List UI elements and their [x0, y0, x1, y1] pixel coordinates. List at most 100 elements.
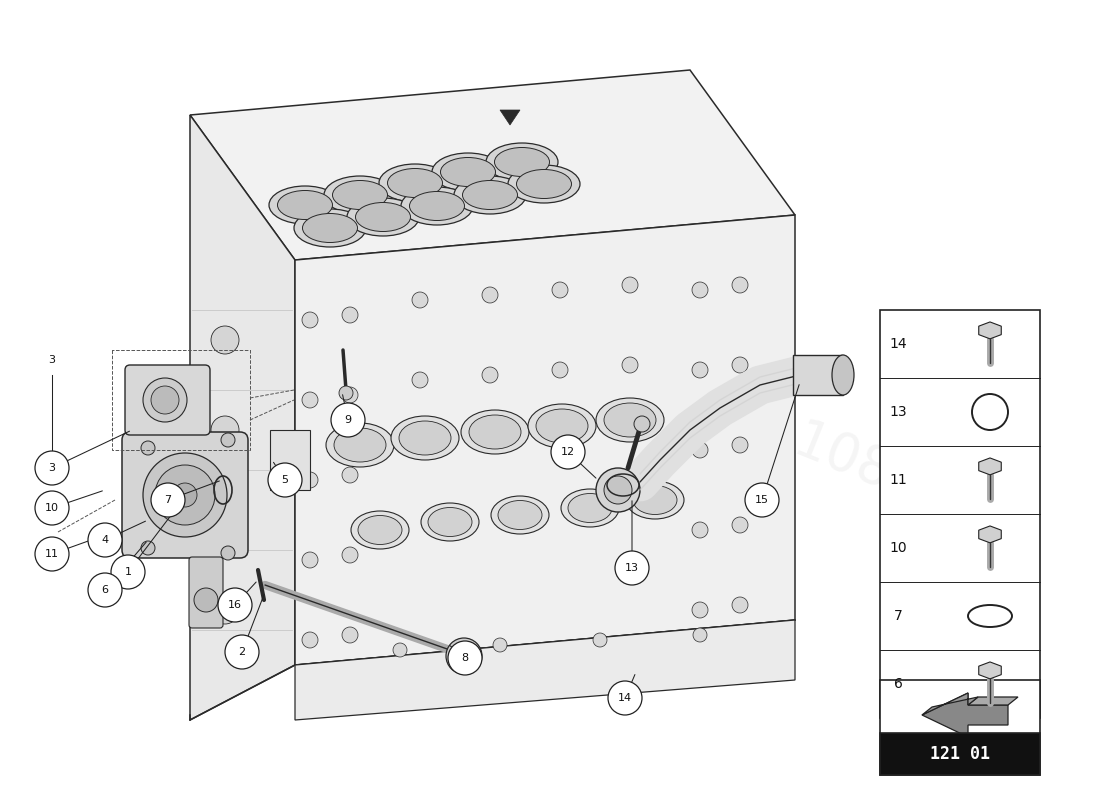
Ellipse shape — [409, 191, 464, 221]
Ellipse shape — [387, 169, 442, 198]
Ellipse shape — [498, 501, 542, 530]
Polygon shape — [922, 693, 978, 715]
Polygon shape — [793, 355, 843, 395]
Circle shape — [35, 491, 69, 525]
Bar — [880, 310, 1040, 718]
Circle shape — [412, 292, 428, 308]
Ellipse shape — [332, 181, 387, 210]
Text: 9: 9 — [344, 415, 352, 425]
Ellipse shape — [379, 164, 451, 202]
Text: 10: 10 — [45, 503, 59, 513]
Text: eurocarparts: eurocarparts — [175, 270, 749, 562]
Ellipse shape — [346, 198, 419, 236]
Ellipse shape — [428, 507, 472, 537]
Circle shape — [302, 392, 318, 408]
Ellipse shape — [561, 489, 619, 527]
Text: 3: 3 — [48, 463, 55, 473]
Ellipse shape — [277, 190, 332, 219]
Circle shape — [211, 506, 239, 534]
Ellipse shape — [402, 187, 473, 225]
Text: 16: 16 — [228, 600, 242, 610]
Ellipse shape — [517, 170, 572, 198]
Circle shape — [339, 386, 353, 400]
Circle shape — [692, 602, 708, 618]
Ellipse shape — [568, 494, 612, 522]
Ellipse shape — [432, 153, 504, 191]
Ellipse shape — [454, 176, 526, 214]
Circle shape — [692, 522, 708, 538]
Ellipse shape — [294, 209, 366, 247]
Circle shape — [393, 643, 407, 657]
Ellipse shape — [351, 511, 409, 549]
Circle shape — [35, 537, 69, 571]
Ellipse shape — [491, 496, 549, 534]
Polygon shape — [500, 110, 520, 125]
Ellipse shape — [469, 415, 521, 449]
Ellipse shape — [390, 416, 459, 460]
Circle shape — [745, 483, 779, 517]
Circle shape — [552, 362, 568, 378]
Circle shape — [621, 277, 638, 293]
Circle shape — [412, 372, 428, 388]
Text: 8: 8 — [461, 653, 469, 663]
Circle shape — [596, 468, 640, 512]
Text: 10: 10 — [889, 541, 906, 555]
Ellipse shape — [270, 186, 341, 224]
Ellipse shape — [832, 355, 854, 395]
Circle shape — [493, 638, 507, 652]
Polygon shape — [295, 215, 795, 665]
Ellipse shape — [326, 423, 394, 467]
Polygon shape — [968, 697, 1018, 705]
Text: 7: 7 — [164, 495, 172, 505]
Ellipse shape — [355, 202, 410, 231]
Circle shape — [141, 441, 155, 455]
Circle shape — [211, 326, 239, 354]
Polygon shape — [213, 445, 235, 550]
Text: 7: 7 — [893, 609, 902, 623]
Circle shape — [342, 467, 358, 483]
Circle shape — [732, 357, 748, 373]
Circle shape — [634, 416, 650, 432]
Circle shape — [732, 517, 748, 533]
Text: 12: 12 — [561, 447, 575, 457]
Circle shape — [608, 681, 642, 715]
Circle shape — [268, 463, 302, 497]
Circle shape — [221, 546, 235, 560]
Text: 15: 15 — [755, 495, 769, 505]
Circle shape — [226, 635, 258, 669]
Circle shape — [482, 367, 498, 383]
Text: 13: 13 — [625, 563, 639, 573]
Text: 5: 5 — [282, 475, 288, 485]
Ellipse shape — [495, 147, 550, 177]
Ellipse shape — [632, 486, 676, 514]
FancyBboxPatch shape — [125, 365, 210, 435]
Circle shape — [446, 638, 482, 674]
Bar — [880, 733, 1040, 775]
Ellipse shape — [604, 403, 656, 437]
Ellipse shape — [440, 158, 495, 186]
Circle shape — [692, 362, 708, 378]
Text: 1085: 1085 — [786, 414, 930, 514]
Circle shape — [35, 451, 69, 485]
Text: 6: 6 — [101, 585, 109, 595]
Circle shape — [151, 386, 179, 414]
Polygon shape — [922, 693, 1008, 737]
Circle shape — [302, 472, 318, 488]
Circle shape — [732, 437, 748, 453]
Circle shape — [88, 523, 122, 557]
Circle shape — [621, 357, 638, 373]
Ellipse shape — [528, 404, 596, 448]
Polygon shape — [190, 70, 795, 260]
Ellipse shape — [486, 143, 558, 181]
Ellipse shape — [508, 165, 580, 203]
Text: 2: 2 — [239, 647, 245, 657]
Circle shape — [342, 307, 358, 323]
Ellipse shape — [626, 481, 684, 519]
Text: 3: 3 — [48, 355, 55, 365]
Polygon shape — [270, 430, 310, 490]
Text: 121 01: 121 01 — [930, 745, 990, 763]
Polygon shape — [979, 322, 1001, 339]
Circle shape — [143, 378, 187, 422]
Circle shape — [342, 627, 358, 643]
Circle shape — [211, 596, 239, 624]
